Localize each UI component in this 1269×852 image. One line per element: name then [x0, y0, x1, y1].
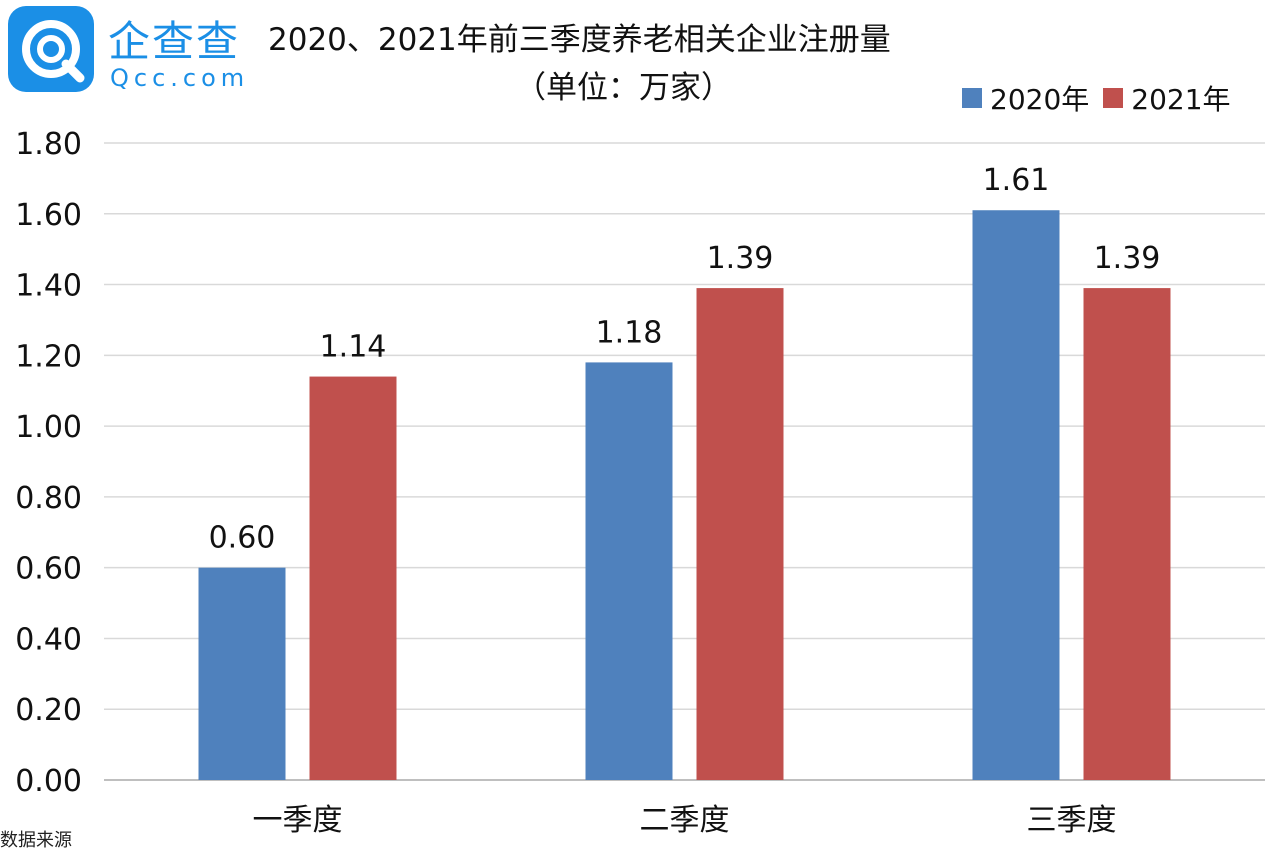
- x-tick-label: 一季度: [253, 803, 343, 836]
- qcc-logo: 企查查 Qcc.com: [8, 6, 258, 98]
- data-label: 1.18: [596, 315, 663, 350]
- y-tick-label: 0.80: [15, 481, 82, 516]
- chart-title: 2020、2021年前三季度养老相关企业注册量: [268, 22, 891, 58]
- y-tick-label: 0.40: [15, 622, 82, 657]
- y-tick-label: 0.20: [15, 693, 82, 728]
- legend-swatch-2020: [962, 88, 982, 108]
- data-label: 1.61: [983, 163, 1050, 198]
- bar-2021: [1083, 288, 1171, 780]
- bar-2020: [972, 210, 1060, 780]
- legend-label-2021: 2021年: [1131, 83, 1231, 116]
- bar-2021: [696, 288, 784, 780]
- data-label: 0.60: [209, 521, 276, 556]
- x-tick-label: 三季度: [1027, 803, 1117, 836]
- bar-2020: [585, 362, 673, 780]
- legend-item-2021: 2021年: [1103, 78, 1231, 118]
- legend-swatch-2021: [1103, 88, 1124, 108]
- data-label: 1.39: [707, 241, 774, 276]
- logo-english-text: Qcc.com: [110, 64, 250, 92]
- y-tick-label: 0.60: [15, 552, 82, 587]
- qcc-logo-icon: [8, 6, 94, 92]
- chart-legend: 2020年 2021年: [962, 78, 1245, 118]
- data-label: 1.39: [1094, 241, 1161, 276]
- legend-item-2020: 2020年: [962, 78, 1089, 118]
- y-tick-label: 1.60: [15, 198, 82, 233]
- y-tick-label: 0.00: [15, 764, 82, 799]
- y-tick-label: 1.80: [15, 127, 82, 162]
- legend-label-2020: 2020年: [990, 83, 1090, 116]
- bar-2020: [198, 567, 286, 780]
- chart-subtitle: （单位：万家）: [515, 70, 732, 106]
- y-tick-label: 1.00: [15, 410, 82, 445]
- y-tick-label: 1.20: [15, 339, 82, 374]
- logo-chinese-text: 企查查: [108, 17, 241, 66]
- x-tick-label: 二季度: [640, 803, 730, 836]
- footer-source-cut: 数据来源: [0, 830, 72, 851]
- data-label: 1.14: [320, 330, 387, 365]
- bar-2021: [309, 376, 397, 780]
- y-tick-label: 1.40: [15, 269, 82, 304]
